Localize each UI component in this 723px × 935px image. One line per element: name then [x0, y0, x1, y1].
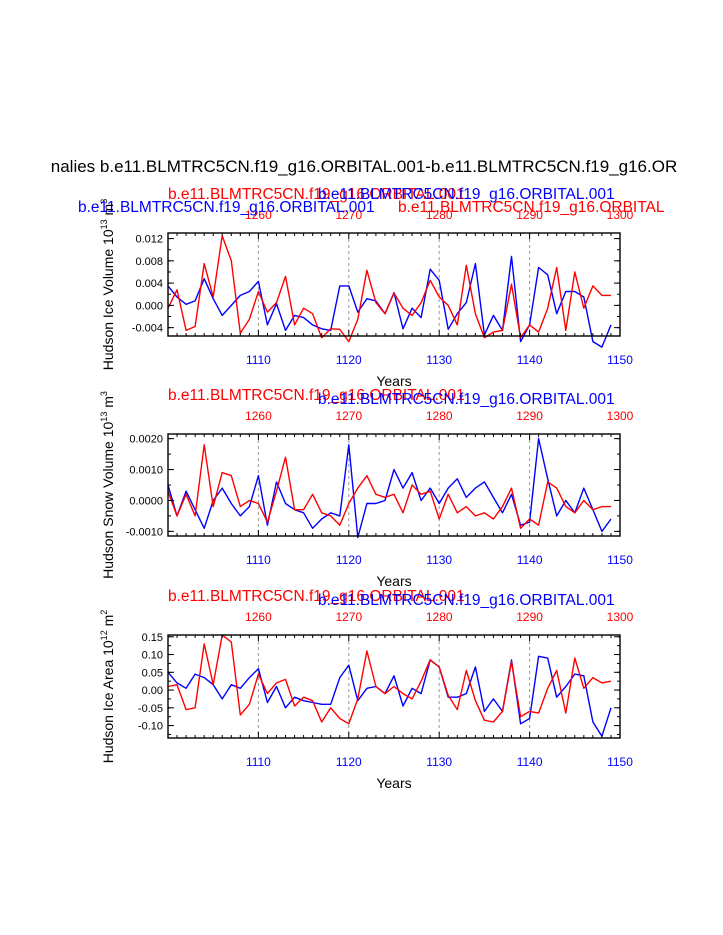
panel3-xtick-label-top: 1260	[245, 610, 272, 624]
panel3-xtick-label-bottom: 1120	[336, 755, 362, 769]
panel1-plot-frame	[167, 232, 621, 337]
panel1-title-red: b.e11.BLMTRC5CN.f19_g16.ORBITAL.001	[168, 186, 465, 203]
panel1-ytick-label: 0.012	[135, 234, 163, 246]
panel3-ytick-label: 0.15	[142, 632, 163, 644]
panel-snow-volume: -0.0010 0.0000 0.0010 0.0020 1110 1120 1130 114…	[99, 387, 634, 589]
panel1-ylabel-part: Hudson Ice Volume 10	[100, 229, 116, 370]
panel3-xtick-label-top: 1290	[516, 610, 543, 624]
panel2-ytick-label: 0.0020	[129, 434, 163, 446]
panel3-xtick-label-bottom: 1150	[607, 755, 633, 769]
panel2-ylabel-part: 13	[99, 412, 109, 422]
panel3-xtick-label-bottom: 1140	[517, 755, 543, 769]
panel1-ytick-label: 0.000	[135, 300, 163, 312]
panel2-ylabel-part: Hudson Snow Volume 10	[100, 421, 116, 578]
panel1-ylabel: Hudson Ice Volume 1013 m3	[99, 199, 116, 370]
panel3-xtick-label-bottom: 1130	[426, 755, 452, 769]
panel1-title-red-right: b.e11.BLMTRC5CN.f19_g16.ORBITAL	[398, 199, 665, 216]
panel2-title-blue: b.e11.BLMTRC5CN.f19_g16.ORBITAL.001	[318, 391, 615, 408]
panel1-xtick-label-bottom: 1130	[426, 353, 452, 367]
panel3-xtick-label-top: 1300	[607, 610, 634, 624]
panel3-ylabel-part: Hudson Ice Area 10	[100, 640, 116, 763]
panel1-title-blue-left: b.e11.BLMTRC5CN.f19_g16.ORBITAL.001	[78, 199, 375, 216]
panel2-xlabel: Years	[376, 573, 411, 589]
panel1-xlabel: Years	[376, 373, 411, 389]
panel2-ytick-label: 0.0000	[129, 495, 163, 507]
panel1-xtick-label-top: 1290	[516, 208, 543, 222]
panel1-xtick-label-top: 1280	[426, 208, 453, 222]
panel1-xtick-label-top: 1260	[245, 208, 272, 222]
panel1-ytick-label: 0.004	[135, 278, 163, 290]
panel3-ylabel: Hudson Ice Area 1012 m2	[99, 610, 116, 764]
panel2-xtick-label-bottom: 1130	[426, 553, 452, 567]
panel1-ylabel-part: 13	[99, 219, 109, 229]
panel3-ytick-label: 0.10	[142, 650, 163, 662]
panel1-ytick-label: -0.004	[132, 323, 163, 335]
panel3-title-blue: b.e11.BLMTRC5CN.f19_g16.ORBITAL.001	[318, 592, 615, 609]
panel3-xlabel: Years	[376, 775, 411, 791]
main-title: nalies b.e11.BLMTRC5CN.f19_g16.ORBITAL.0…	[51, 157, 677, 176]
panel3-ytick-label: 0.00	[142, 685, 163, 697]
panel2-xtick-label-bottom: 1120	[336, 553, 362, 567]
panel1-xtick-label-top: 1300	[607, 208, 634, 222]
panel2-ylabel-part: m	[100, 396, 116, 412]
panel2-ylabel-part: 3	[99, 391, 109, 396]
panel2-xtick-label-top: 1270	[335, 409, 362, 423]
panel2-title-red: b.e11.BLMTRC5CN.f19_g16.ORBITAL.001	[168, 387, 465, 404]
panel2-ylabel: Hudson Snow Volume 1013 m3	[99, 391, 116, 579]
panel2-series-blue-line	[167, 437, 612, 539]
panel2-xtick-label-top: 1280	[426, 409, 453, 423]
panel1-title-blue: b.e11.BLMTRC5CN.f19_g16.ORBITAL.001	[318, 186, 615, 203]
panel3-ylabel-part: 12	[99, 630, 109, 640]
panel2-xtick-label-bottom: 1150	[607, 553, 633, 567]
panel3-xtick-label-top: 1270	[335, 610, 362, 624]
panel3-ytick-label: -0.10	[138, 721, 163, 733]
panel1-ytick-label: 0.008	[135, 256, 163, 268]
panel3-ytick-label: 0.05	[142, 667, 163, 679]
panel3-ylabel-part: m	[100, 615, 116, 631]
panel3-ylabel-part: 2	[99, 610, 109, 615]
panel2-xtick-label-top: 1300	[607, 409, 634, 423]
panel3-title-red: b.e11.BLMTRC5CN.f19_g16.ORBITAL.001	[168, 588, 465, 605]
panel2-xtick-label-top: 1290	[516, 409, 543, 423]
panel3-xtick-label-top: 1280	[426, 610, 453, 624]
panel2-xtick-label-top: 1260	[245, 409, 272, 423]
panel-ice-area: -0.10 -0.05 0.00 0.05 0.10 0.15 1110 1120 1130 11…	[99, 588, 634, 791]
panel2-ytick-label: -0.0010	[126, 526, 163, 538]
panel1-ylabel-part: m	[100, 204, 116, 220]
panel-ice-volume: -0.004 0.000 0.004 0.008 0.012 1110 1120 1130 11…	[78, 186, 665, 389]
panel3-series-red-line	[167, 634, 612, 725]
panel2-series-red-line	[167, 444, 611, 529]
panel2-xtick-label-bottom: 1140	[517, 553, 543, 567]
panel3-ytick-label: -0.05	[138, 703, 163, 715]
panel1-xtick-label-top: 1270	[335, 208, 362, 222]
panel1-xtick-label-bottom: 1140	[517, 353, 543, 367]
panel1-xtick-label-bottom: 1110	[246, 353, 271, 367]
panel1-series-red-line	[167, 235, 611, 343]
panel3-xtick-label-bottom: 1110	[246, 755, 271, 769]
panel1-xtick-label-bottom: 1150	[607, 353, 633, 367]
panel1-xtick-label-bottom: 1120	[336, 353, 362, 367]
panel2-ytick-label: 0.0010	[129, 465, 163, 477]
panel1-ylabel-part: 3	[99, 199, 109, 204]
panel3-series-blue-line	[167, 655, 612, 737]
panel2-xtick-label-bottom: 1110	[246, 553, 271, 567]
